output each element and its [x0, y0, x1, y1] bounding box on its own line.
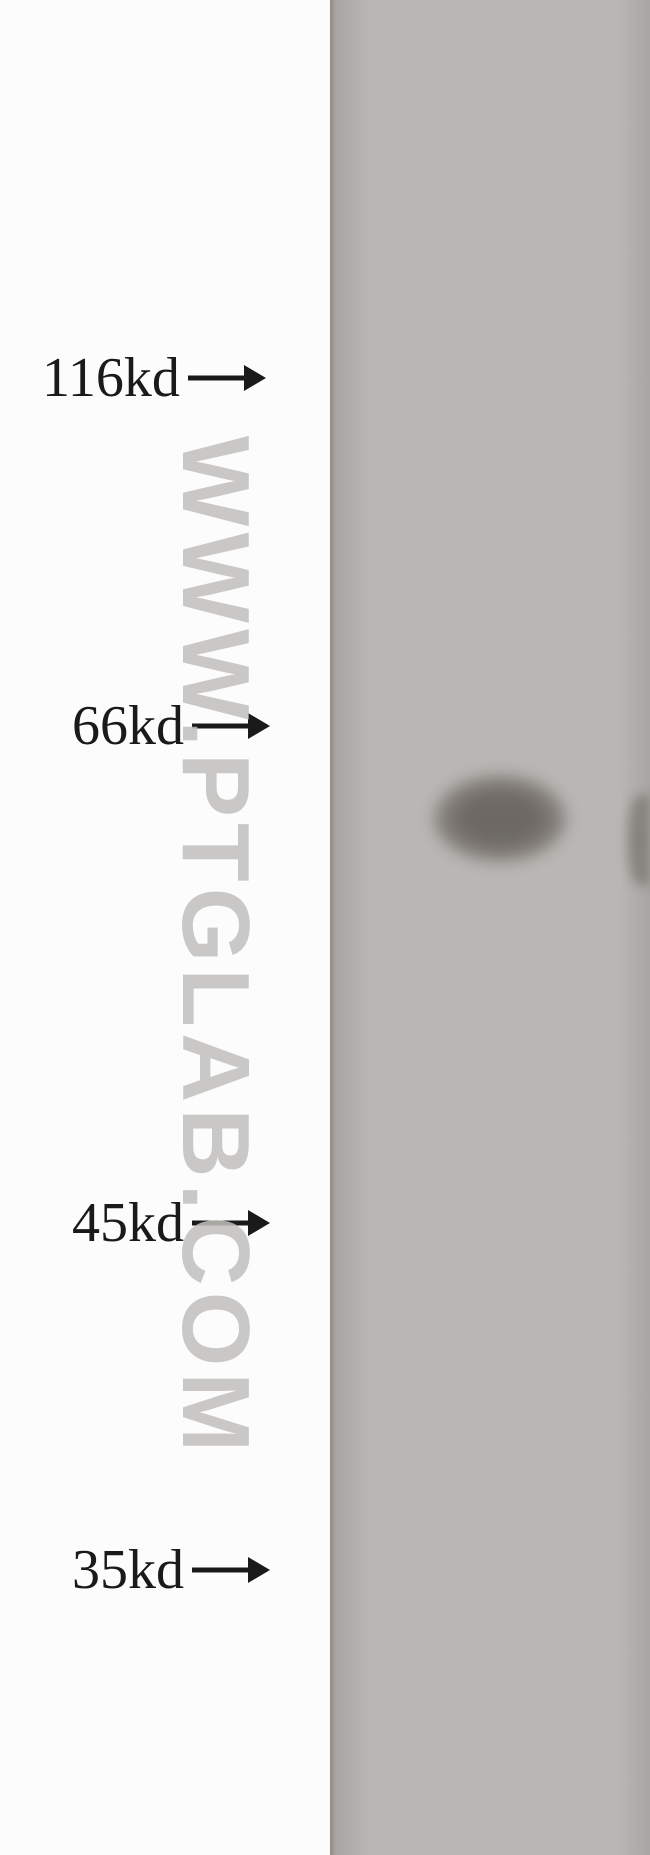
- mw-marker-label: 35kd: [72, 1538, 184, 1602]
- watermark-text: WWW.PTGLAB.COM: [160, 347, 270, 1547]
- arrow-right-icon: [192, 1206, 270, 1240]
- mw-marker: 66kd: [72, 694, 270, 758]
- protein-band: [455, 791, 545, 846]
- arrow-right-icon: [192, 709, 270, 743]
- mw-marker: 116kd: [42, 346, 266, 410]
- mw-marker-label: 45kd: [72, 1191, 184, 1255]
- mw-marker: 35kd: [72, 1538, 270, 1602]
- arrow-right-icon: [192, 1553, 270, 1587]
- mw-marker: 45kd: [72, 1191, 270, 1255]
- mw-marker-label: 66kd: [72, 694, 184, 758]
- mw-marker-label: 116kd: [42, 346, 180, 410]
- arrow-right-icon: [188, 361, 266, 395]
- protein-band-edge: [628, 795, 650, 885]
- blot-lane: [330, 0, 650, 1855]
